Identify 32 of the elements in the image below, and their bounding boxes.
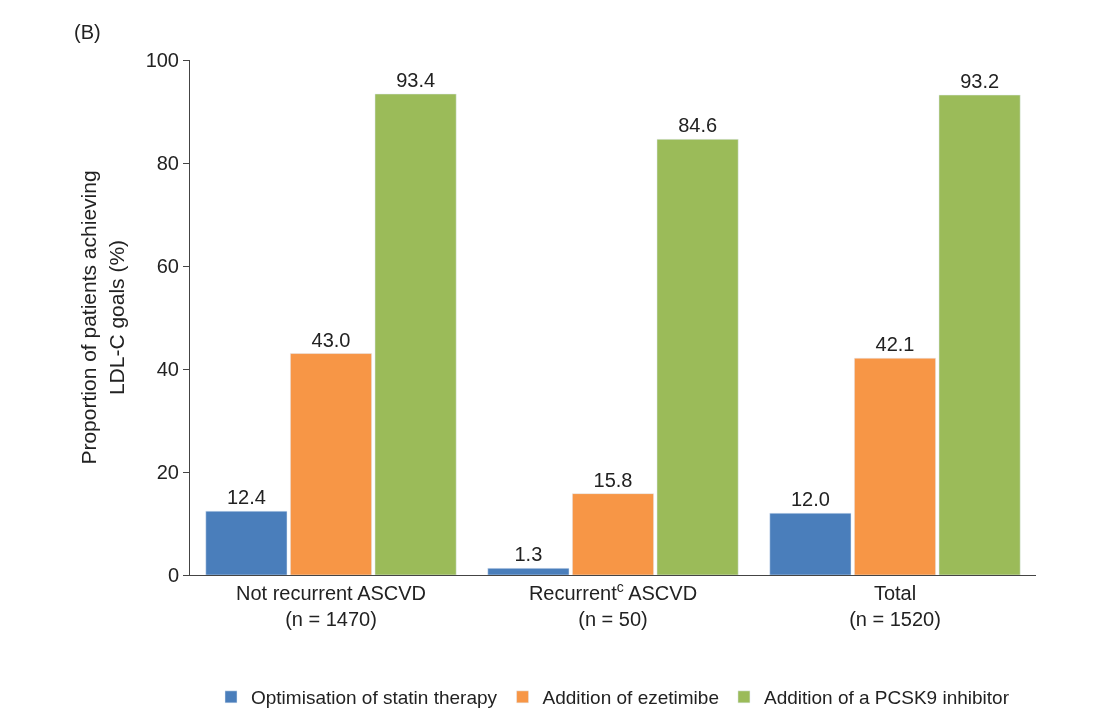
- legend-label: Optimisation of statin therapy: [251, 687, 498, 709]
- bar: [656, 139, 739, 575]
- bar: [938, 94, 1021, 575]
- data-label: 12.4: [226, 486, 266, 509]
- bar: [290, 353, 372, 575]
- x-tick-label: Recurrent$^{c}$ ASCVD (n = 50): [528, 578, 698, 630]
- bar: [487, 568, 570, 575]
- data-label: 93.4: [396, 68, 436, 91]
- y-tick-label: 100: [145, 49, 179, 71]
- y-tick-label: 0: [167, 564, 179, 586]
- data-label: 84.6: [678, 114, 718, 137]
- x-tick-label: Not recurrent ASCVD (n = 1470): [235, 582, 427, 630]
- data-label: 42.1: [875, 333, 915, 356]
- bar: [854, 357, 936, 575]
- bar: [205, 510, 288, 575]
- data-label: 1.3: [514, 543, 543, 566]
- y-axis-title: Proportion of patients achieving LDL-C goals (%): [77, 170, 128, 465]
- y-tick-label: 40: [156, 358, 179, 380]
- y-tick-label: 60: [156, 255, 179, 277]
- text: (B): [74, 21, 101, 43]
- data-label: 12.0: [790, 488, 830, 511]
- bar: [572, 493, 654, 575]
- y-tick-label: 80: [156, 152, 179, 174]
- data-label: 15.8: [593, 468, 633, 491]
- legend-label: Addition of a PCSK9 inhibitor: [763, 687, 1010, 709]
- x-tick-label: Total (n = 1520): [849, 582, 941, 630]
- bar: [374, 93, 457, 575]
- data-label: 43.0: [311, 328, 351, 351]
- legend-label: Addition of ezetimibe: [542, 687, 719, 709]
- data-label: 93.2: [960, 70, 1000, 93]
- bar: [769, 512, 852, 575]
- y-tick-label: 20: [156, 461, 179, 483]
